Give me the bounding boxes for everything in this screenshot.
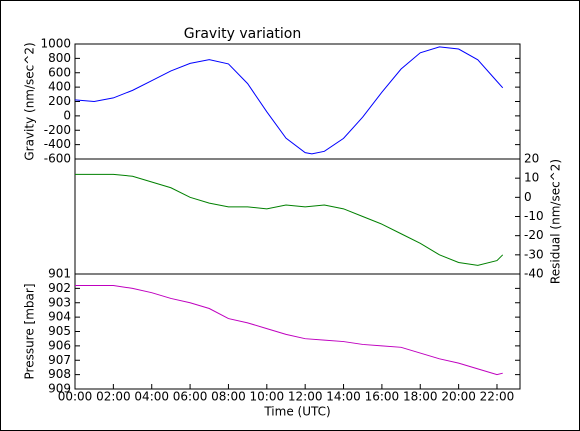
y-tick-label: 909 <box>48 382 71 396</box>
y-tick-label: -400 <box>44 137 71 151</box>
y-tick-label: 200 <box>48 94 71 108</box>
y-axis-label: Pressure [mbar] <box>23 283 37 379</box>
x-tick-label: 16:00 <box>365 390 400 404</box>
x-tick-label: 08:00 <box>211 390 246 404</box>
chart-title: Gravity variation <box>184 26 302 42</box>
y-tick-label: 600 <box>48 65 71 79</box>
x-tick-label: 00:00 <box>58 390 93 404</box>
y-tick-label: -600 <box>44 152 71 166</box>
data-line <box>75 285 503 376</box>
x-tick-label: 02:00 <box>96 390 131 404</box>
data-line <box>75 173 504 266</box>
x-tick-label: 12:00 <box>288 390 323 404</box>
x-tick-label: 14:00 <box>326 390 361 404</box>
y2-tick-label: -10 <box>524 209 544 223</box>
x-tick-label: 20:00 <box>441 390 476 404</box>
y2-tick-label: 20 <box>524 152 539 166</box>
y-tick-label: 901 <box>48 267 71 281</box>
y-tick-label: 904 <box>48 310 71 324</box>
y-tick-label: 906 <box>48 338 71 352</box>
y2-tick-label: 10 <box>524 171 539 185</box>
y-tick-label: 907 <box>48 353 71 367</box>
y-tick-label: 400 <box>48 80 71 94</box>
y2-tick-label: -30 <box>524 247 544 261</box>
y-axis-label: Gravity (nm/sec^2) <box>23 42 37 160</box>
y-tick-label: 903 <box>48 295 71 309</box>
y2-tick-label: 0 <box>524 190 532 204</box>
y-tick-label: 0 <box>63 108 71 122</box>
x-tick-label: 10:00 <box>250 390 285 404</box>
y-tick-label: 902 <box>48 281 71 295</box>
x-tick-label: 18:00 <box>403 390 438 404</box>
y2-tick-label: -40 <box>524 267 544 281</box>
y2-tick-label: -20 <box>524 228 544 242</box>
x-tick-label: 06:00 <box>173 390 208 404</box>
y-tick-label: -200 <box>44 123 71 137</box>
y2-axis-label: Residual (nm/sec^2) <box>549 159 563 284</box>
x-tick-label: 22:00 <box>480 390 515 404</box>
x-tick-label: 04:00 <box>134 390 169 404</box>
data-line <box>74 46 504 155</box>
x-axis-label: Time (UTC) <box>263 405 330 419</box>
y-tick-label: 905 <box>48 324 71 338</box>
y-tick-label: 800 <box>48 51 71 65</box>
y-tick-label: 1000 <box>40 37 71 51</box>
y-tick-label: 908 <box>48 367 71 381</box>
